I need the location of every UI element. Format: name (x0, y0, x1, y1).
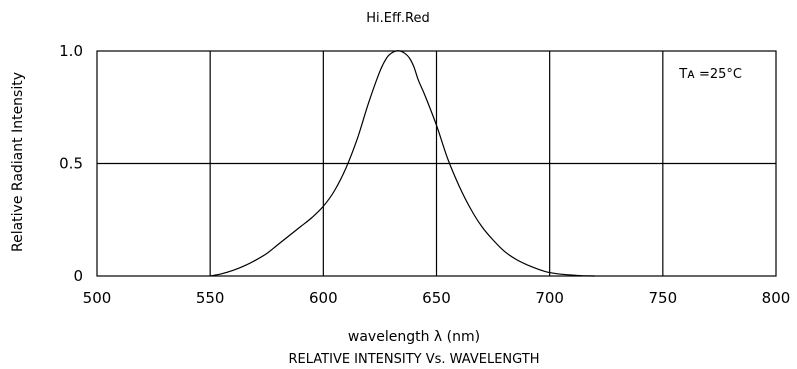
x-axis-ticks: 500 550 600 650 700 750 800 (83, 289, 791, 307)
temperature-annotation: Tᴀ =25°C (678, 67, 742, 82)
x-tick-label: 650 (422, 289, 451, 307)
y-tick-label: 0.5 (59, 155, 83, 173)
x-tick-label: 600 (309, 289, 338, 307)
y-axis-ticks: 0 0.5 1.0 (59, 42, 83, 285)
y-tick-label: 1.0 (59, 42, 83, 60)
x-tick-label: 500 (83, 289, 112, 307)
chart-subtitle: RELATIVE INTENSITY Vs. WAVELENGTH (289, 352, 540, 367)
x-tick-label: 800 (762, 289, 791, 307)
chart-title: Hi.Eff.Red (366, 11, 430, 26)
y-axis-label: Relative Radiant Intensity (10, 72, 26, 252)
y-tick-label: 0 (73, 267, 83, 285)
x-tick-label: 750 (649, 289, 678, 307)
x-axis-label: wavelength λ (nm) (348, 329, 480, 345)
x-tick-label: 550 (196, 289, 225, 307)
x-tick-label: 700 (535, 289, 564, 307)
intensity-curve (210, 50, 595, 277)
plot-frame (96, 50, 777, 277)
